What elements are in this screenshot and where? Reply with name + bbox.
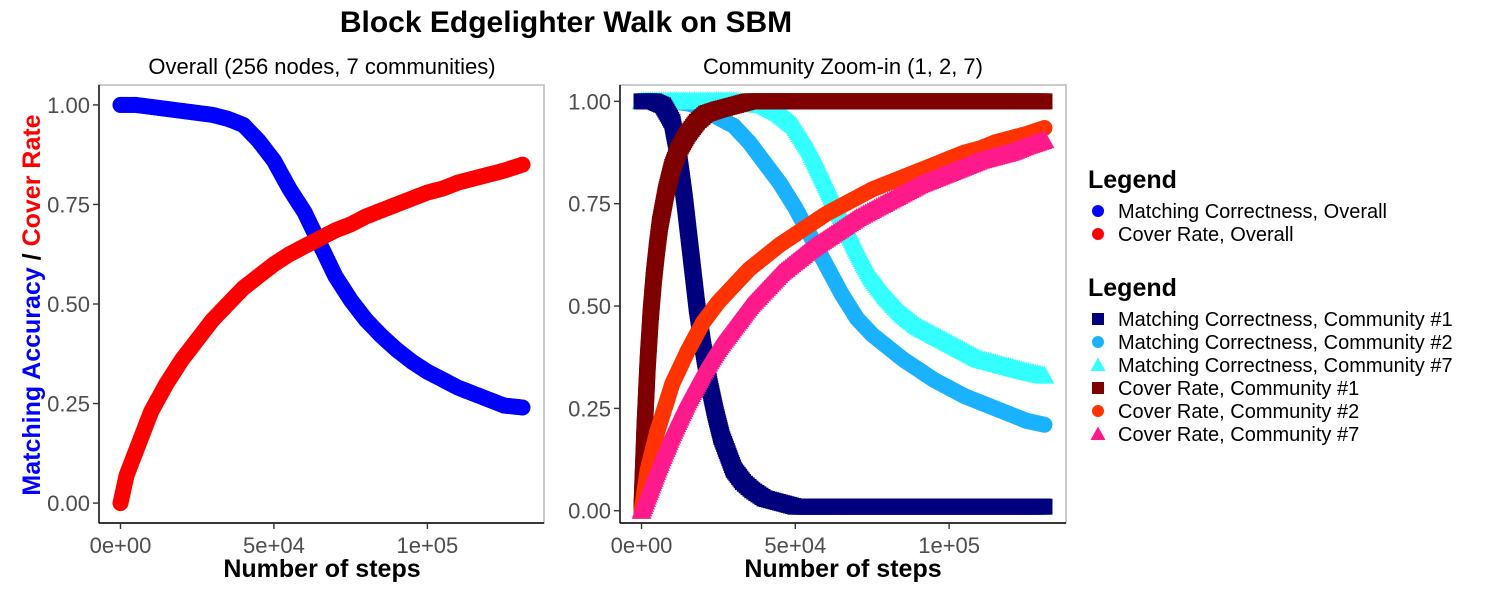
y-axis-label: Matching Accuracy / Cover Rate (18, 114, 46, 495)
y-tick-label: 0.00 (47, 491, 90, 516)
legend-item-label: Matching Correctness, Community #1 (1118, 309, 1453, 331)
y-tick-label: 0.00 (568, 499, 611, 524)
x-tick-label: 5e+04 (243, 533, 305, 558)
x-ticks: 0e+00 5e+04 1e+05 (611, 523, 980, 558)
legend-item-label: Matching Correctness, Community #2 (1118, 332, 1453, 354)
legend-key-square-icon (1092, 313, 1104, 325)
y-tick-label: 0.50 (568, 294, 611, 319)
panel-title: Community Zoom-in (1, 2, 7) (703, 54, 983, 79)
legend-key-circle-icon (1092, 336, 1104, 348)
x-axis-label: Number of steps (223, 555, 420, 583)
x-tick-label: 5e+04 (764, 533, 826, 558)
legend-title: Legend (1088, 166, 1177, 194)
legend-item: Matching Correctness, Community #1 (1092, 309, 1453, 331)
legend-key-triangle-icon (1090, 357, 1106, 371)
y-axis-label-part: Cover Rate (18, 114, 46, 246)
panel-title: Overall (256 nodes, 7 communities) (148, 54, 495, 79)
legend-item-label: Matching Correctness, Community #7 (1118, 355, 1453, 377)
x-tick-label: 0e+00 (611, 533, 673, 558)
y-tick-label: 0.50 (47, 292, 90, 317)
panel-overall: Overall (256 nodes, 7 communities) 0e+00… (18, 54, 545, 583)
y-ticks: 0.00 0.25 0.50 0.75 1.00 (568, 89, 620, 524)
legend-2: Legend Matching Correctness, Community #1… (1088, 274, 1453, 446)
interpolated-point (1034, 498, 1051, 515)
series-cover-rate-overall (112, 156, 531, 512)
legend-key-square-icon (1092, 382, 1104, 394)
y-tick-label: 1.00 (47, 93, 90, 118)
plot-marks (631, 91, 1055, 519)
y-tick-label: 0.75 (568, 192, 611, 217)
x-tick-label: 0e+00 (90, 533, 152, 558)
y-tick-label: 0.25 (568, 396, 611, 421)
x-axis-label: Number of steps (744, 555, 941, 583)
legend-key-circle-icon (1092, 405, 1104, 417)
x-tick-label: 1e+05 (918, 533, 980, 558)
legend-item: Cover Rate, Overall (1092, 224, 1294, 246)
legend-title: Legend (1088, 274, 1177, 302)
legend-item: Cover Rate, Community #7 (1090, 424, 1359, 446)
legend-item: Matching Correctness, Community #2 (1092, 332, 1453, 354)
y-ticks: 0.00 0.25 0.50 0.75 1.00 (47, 93, 99, 516)
legend-1: Legend Matching Correctness, OverallCover… (1088, 166, 1387, 246)
legend-item-label: Cover Rate, Community #7 (1118, 424, 1359, 446)
plot-marks (112, 96, 531, 512)
legend-key-triangle-icon (1090, 426, 1106, 440)
plot-frame (98, 84, 545, 524)
legend-item: Cover Rate, Community #2 (1092, 401, 1359, 423)
y-tick-label: 0.25 (47, 392, 90, 417)
interpolated-point (512, 399, 529, 416)
legend-item-label: Cover Rate, Overall (1118, 224, 1294, 246)
legend-item-label: Matching Correctness, Overall (1118, 201, 1387, 223)
legend-item-label: Cover Rate, Community #2 (1118, 401, 1359, 423)
panel-community-zoom: Community Zoom-in (1, 2, 7) 0e+00 5e+04 1e… (568, 54, 1067, 583)
interpolated-point (1034, 93, 1051, 110)
interpolated-point (512, 157, 529, 174)
interpolated-point (1034, 120, 1051, 137)
x-ticks: 0e+00 5e+04 1e+05 (90, 523, 458, 558)
figure-title: Block Edgelighter Walk on SBM (340, 6, 792, 39)
series-cover-rate-community-2 (633, 119, 1053, 519)
interpolated-point (1034, 416, 1051, 433)
legend-key-circle-icon (1092, 228, 1104, 240)
legend-item: Cover Rate, Community #1 (1092, 378, 1359, 400)
series-cover-rate-community-7 (631, 130, 1055, 519)
interpolated-point (1032, 131, 1053, 150)
legend-key-circle-icon (1092, 205, 1104, 217)
series-matching-correctness-community-2 (633, 93, 1053, 433)
y-axis-label-part: / (18, 246, 46, 267)
x-tick-label: 1e+05 (396, 533, 458, 558)
legend-item-label: Cover Rate, Community #1 (1118, 378, 1359, 400)
legend-item: Matching Correctness, Community #7 (1090, 355, 1453, 377)
interpolated-point (1032, 365, 1053, 384)
legend-item: Matching Correctness, Overall (1092, 201, 1387, 223)
y-axis-label-part: Matching Accuracy (18, 267, 46, 495)
y-tick-label: 1.00 (568, 89, 611, 114)
y-tick-label: 0.75 (47, 192, 90, 217)
